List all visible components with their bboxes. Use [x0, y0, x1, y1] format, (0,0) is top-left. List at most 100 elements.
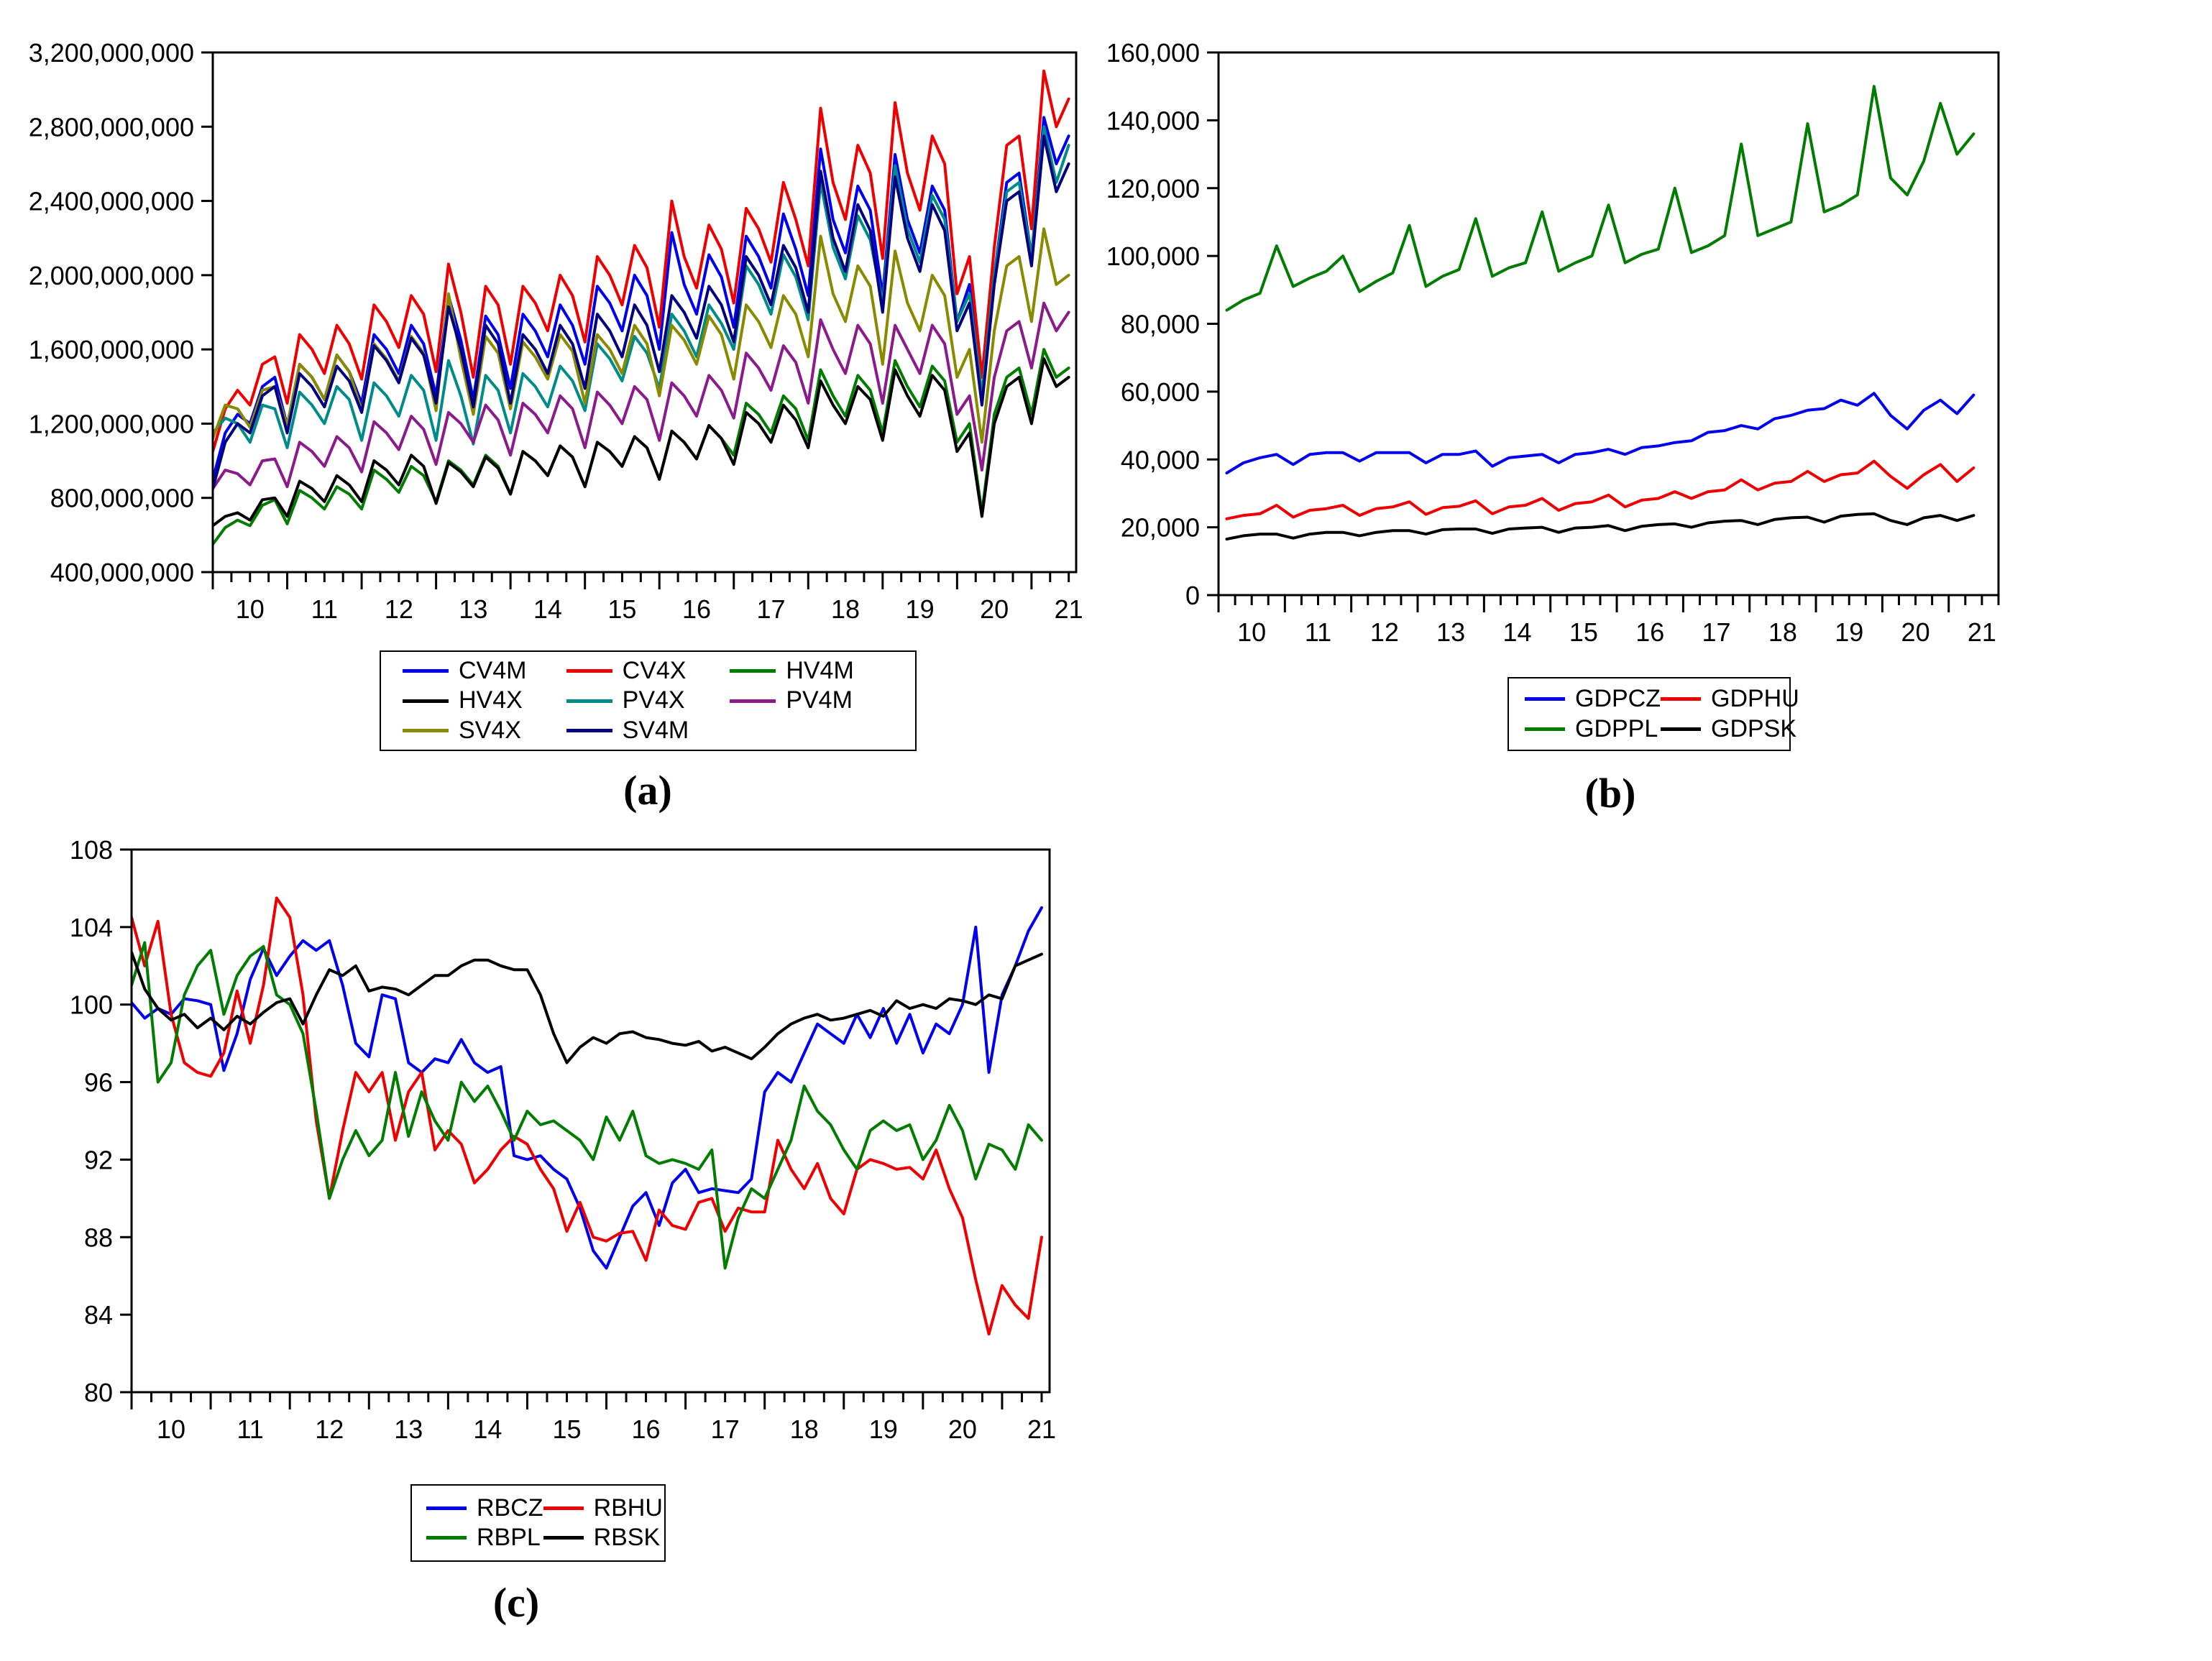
chart-c-y-axis: 80 84 88 92 96 100 104 108 [70, 835, 132, 1407]
x-tick-label: 12 [1370, 617, 1399, 647]
chart-c-series [132, 896, 1043, 1336]
y-tick-label: 40,000 [1121, 445, 1200, 474]
chart-c-x-axis: 10 11 12 13 14 15 16 17 18 19 20 21 [130, 1392, 1056, 1444]
series-rbhu-line [132, 896, 1043, 1336]
y-tick-label: 96 [84, 1068, 113, 1098]
series-sv4x-line [213, 227, 1070, 444]
legend-item-rbsk: RBSK [543, 1524, 663, 1551]
chart-a: 400,000,000 800,000,000 1,200,000,000 1,600… [29, 38, 1083, 624]
y-tick-label: 3,200,000,000 [29, 38, 194, 68]
x-tick-label: 17 [711, 1414, 740, 1444]
chart-a-series [213, 69, 1070, 546]
legend-item-pv4m: PV4M [730, 686, 894, 714]
series-gdpsk-line [1225, 512, 1975, 541]
x-tick-label: 14 [473, 1414, 502, 1444]
legend-label-gdpcz: GDPCZ [1575, 685, 1661, 713]
y-tick-label: 800,000,000 [50, 484, 194, 513]
x-tick-label: 13 [459, 594, 487, 624]
chart-b-x-axis: 10 11 12 13 14 15 16 17 18 19 20 21 [1217, 595, 2000, 647]
series-gdppl-line [1225, 85, 1975, 312]
caption-b: (b) [1584, 770, 1636, 816]
legend-label-cv4m: CV4M [459, 656, 527, 684]
x-tick-label: 18 [831, 594, 860, 624]
legend-item-gdpsk: GDPSK [1661, 715, 1799, 742]
legend-item-sv4m: SV4M [566, 717, 730, 744]
x-tick-label: 16 [632, 1414, 661, 1444]
chart-b-series [1225, 85, 1975, 541]
x-tick-label: 17 [1702, 617, 1731, 647]
y-tick-label: 80 [84, 1378, 113, 1407]
y-tick-label: 84 [84, 1300, 113, 1330]
legend-swatch-pv4x [566, 699, 612, 703]
x-tick-label: 21 [1027, 1414, 1056, 1444]
legend-swatch-rbpl [426, 1536, 467, 1540]
legend-swatch-rbsk [543, 1536, 584, 1540]
y-tick-label: 108 [70, 835, 113, 865]
legend-item-rbcz: RBCZ [426, 1494, 543, 1522]
x-tick-label: 20 [948, 1414, 977, 1444]
y-tick-label: 140,000 [1106, 106, 1200, 135]
x-tick-label: 16 [682, 594, 711, 624]
legend-item-gdpcz: GDPCZ [1525, 685, 1661, 713]
x-tick-label: 15 [607, 594, 636, 624]
y-tick-label: 1,600,000,000 [29, 335, 194, 364]
legend-swatch-rbhu [543, 1506, 584, 1510]
series-pv4m-line [213, 301, 1070, 490]
chart-a-y-axis: 400,000,000 800,000,000 1,200,000,000 1,600… [29, 38, 213, 587]
y-tick-label: 1,200,000,000 [29, 409, 194, 438]
x-tick-label: 14 [533, 594, 562, 624]
legend-item-gdppl: GDPPL [1525, 714, 1661, 742]
series-hv4x-line [213, 357, 1070, 528]
legend-label-rbhu: RBHU [593, 1494, 663, 1522]
legend-chart-c: RBCZ RBHU RBPL RBSK [410, 1484, 666, 1562]
chart-b-y-axis: 0 20,000 40,000 60,000 80,000 100,000 120,000 1… [1106, 38, 1219, 610]
y-tick-label: 80,000 [1121, 310, 1200, 339]
legend-swatch-cv4m [403, 669, 449, 673]
legend-label-rbcz: RBCZ [477, 1494, 543, 1522]
series-pv4x-line [213, 125, 1070, 449]
x-tick-label: 11 [1305, 617, 1331, 647]
chart-a-plot-box [211, 51, 1078, 574]
legend-chart-a: CV4M CV4X HV4M HV4X PV4X PV4M SV4X SV4M [380, 650, 917, 751]
legend-item-sv4x: SV4X [403, 717, 566, 744]
series-cv4x-line [213, 69, 1070, 454]
legend-chart-b: GDPCZ GDPHU GDPPL GDPSK [1507, 677, 1799, 751]
legend-swatch-sv4x [403, 728, 449, 732]
y-tick-label: 400,000,000 [50, 558, 194, 587]
x-tick-label: 19 [869, 1414, 898, 1444]
legend-label-pv4x: PV4X [622, 686, 685, 714]
series-cv4m-line [213, 116, 1070, 481]
legend-swatch-hv4x [403, 699, 449, 703]
x-tick-label: 13 [394, 1414, 423, 1444]
caption-a: (a) [623, 767, 672, 814]
x-tick-label: 12 [385, 594, 413, 624]
legend-item-pv4x: PV4X [566, 686, 730, 714]
x-tick-label: 10 [236, 594, 265, 624]
legend-swatch-gdpsk [1661, 727, 1701, 731]
x-tick-label: 20 [1901, 617, 1930, 647]
legend-label-hv4m: HV4M [786, 656, 854, 684]
x-tick-label: 18 [1768, 617, 1797, 647]
x-tick-label: 11 [237, 1414, 263, 1444]
legend-label-hv4x: HV4X [459, 686, 523, 714]
legend-swatch-rbcz [426, 1506, 467, 1510]
y-tick-label: 0 [1185, 581, 1200, 610]
y-tick-label: 88 [84, 1223, 113, 1252]
x-tick-label: 13 [1436, 617, 1465, 647]
y-tick-label: 92 [84, 1145, 113, 1174]
series-hv4m-line [213, 348, 1070, 546]
y-tick-label: 100,000 [1106, 241, 1200, 271]
series-rbsk-line [132, 950, 1043, 1064]
chart-c: 80 84 88 92 96 100 104 108 10 11 12 13 14 15 16 17 18 19 2… [70, 835, 1056, 1444]
legend-label-gdppl: GDPPL [1575, 714, 1658, 742]
x-tick-label: 21 [1055, 594, 1083, 624]
series-gdphu-line [1225, 459, 1975, 520]
x-tick-label: 15 [1569, 617, 1598, 647]
legend-label-sv4m: SV4M [622, 716, 689, 744]
x-tick-label: 16 [1635, 617, 1664, 647]
y-tick-label: 2,800,000,000 [29, 112, 194, 142]
x-tick-label: 15 [552, 1414, 581, 1444]
x-tick-label: 21 [1968, 617, 1996, 647]
caption-c: (c) [492, 1579, 540, 1626]
